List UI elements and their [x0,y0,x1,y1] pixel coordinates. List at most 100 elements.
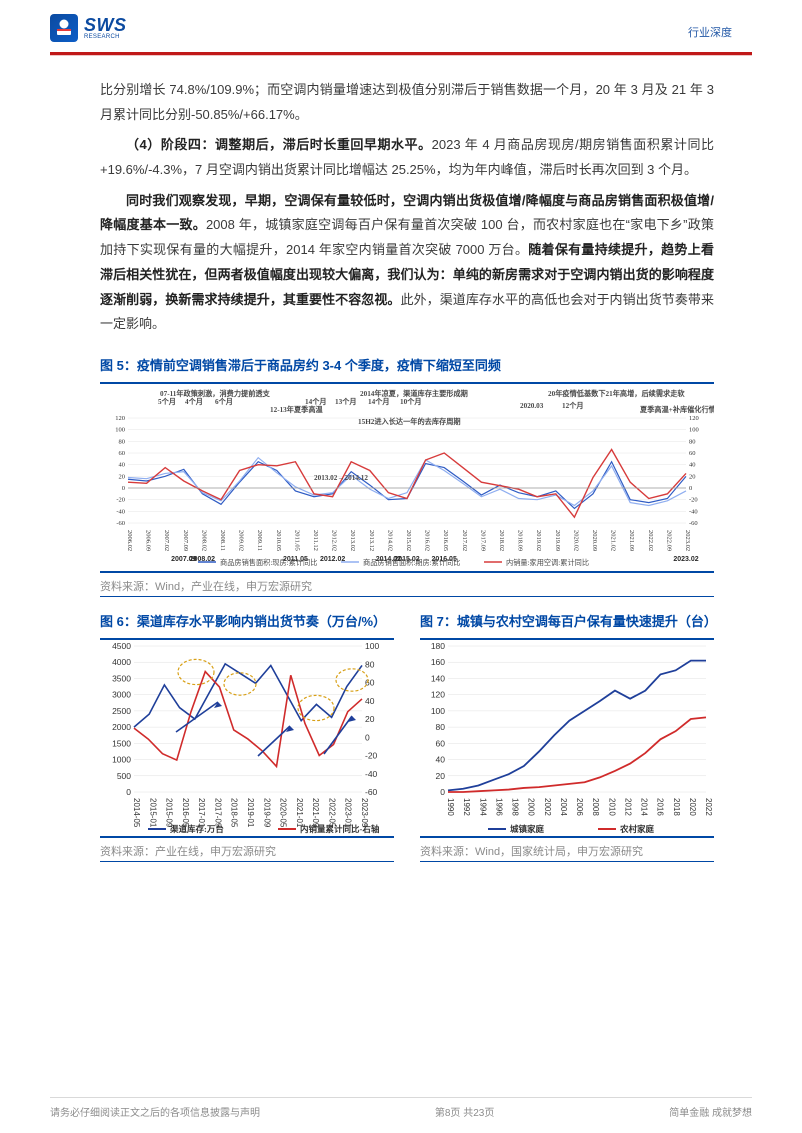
svg-text:城镇家庭: 城镇家庭 [510,824,545,834]
svg-text:2014: 2014 [640,798,649,816]
svg-text:2011.05: 2011.05 [293,530,300,551]
header-category: 行业深度 [688,24,732,40]
figure-row-6-7: 图 6：渠道库存水平影响内销出货节奏（万台/%） 050010001500200… [0,605,802,862]
svg-text:2013.12: 2013.12 [368,530,375,551]
logo-subtext: RESEARCH [84,34,127,40]
svg-text:2020.02: 2020.02 [572,530,579,551]
svg-text:100: 100 [365,641,379,651]
svg-text:100: 100 [689,427,699,434]
svg-text:2007.02: 2007.02 [163,530,170,551]
svg-text:20: 20 [436,771,446,781]
svg-text:2020-05: 2020-05 [279,798,288,828]
svg-text:2018.09: 2018.09 [517,530,524,551]
figure-7-source: 资料来源：Wind，国家统计局，申万宏源研究 [420,836,714,862]
svg-text:2008: 2008 [591,798,600,816]
svg-text:商品房销售面积:现房:累计同比: 商品房销售面积:现房:累计同比 [220,558,317,567]
svg-text:13个月: 13个月 [335,397,357,406]
footer-motto: 简单金融 成就梦想 [669,1104,752,1119]
svg-text:40: 40 [365,696,375,706]
svg-text:2019.02: 2019.02 [535,530,542,551]
svg-text:2014年凉夏，渠道库存主要形成期: 2014年凉夏，渠道库存主要形成期 [360,389,468,398]
svg-text:-40: -40 [116,508,125,515]
svg-text:100: 100 [431,706,445,716]
svg-text:-40: -40 [365,769,378,779]
svg-text:2016.02: 2016.02 [424,530,431,551]
figure-6: 图 6：渠道库存水平影响内销出货节奏（万台/%） 050010001500200… [100,605,394,862]
figure-7: 图 7：城镇与农村空调每百户保有量快速提升（台） 020406080100120… [420,605,714,862]
figure-5-source: 资料来源：Wind，产业在线，申万宏源研究 [100,571,714,597]
svg-text:渠道库存:万台: 渠道库存:万台 [170,824,224,834]
svg-text:12-13年夏季高温: 12-13年夏季高温 [270,405,324,414]
svg-text:4000: 4000 [112,657,131,667]
logo-mark-icon [50,14,78,42]
logo: SWS RESEARCH [50,14,752,42]
svg-text:80: 80 [689,438,696,445]
svg-text:2006.09: 2006.09 [145,530,152,551]
svg-text:3000: 3000 [112,690,131,700]
svg-text:40: 40 [119,462,126,469]
svg-text:1992: 1992 [462,798,471,816]
svg-text:12个月: 12个月 [562,401,584,410]
svg-text:2006.02: 2006.02 [126,530,133,551]
svg-text:2008.02: 2008.02 [200,530,207,551]
svg-text:2010.05: 2010.05 [275,530,282,551]
svg-text:-40: -40 [689,508,698,515]
svg-text:-20: -20 [689,497,698,504]
svg-text:2023.02: 2023.02 [673,556,698,563]
svg-text:2015-01: 2015-01 [148,798,157,828]
svg-text:0: 0 [365,732,370,742]
svg-text:2017.02: 2017.02 [461,530,468,551]
svg-text:2018-05: 2018-05 [230,798,239,828]
svg-text:1994: 1994 [478,798,487,816]
svg-text:2006: 2006 [575,798,584,816]
svg-text:2007.09: 2007.09 [182,530,189,551]
svg-text:2016: 2016 [656,798,665,816]
svg-text:1996: 1996 [494,798,503,816]
svg-text:农村家庭: 农村家庭 [619,824,655,834]
svg-text:2018.02: 2018.02 [498,530,505,551]
figure-6-chart: 050010001500200025003000350040004500-60-… [100,636,394,836]
svg-text:2014-05: 2014-05 [132,798,141,828]
svg-text:0: 0 [440,787,445,797]
svg-text:2011.12: 2011.12 [312,530,319,551]
svg-text:20: 20 [689,473,696,480]
svg-text:0: 0 [689,485,692,492]
svg-text:20: 20 [365,714,375,724]
svg-text:-60: -60 [365,787,378,797]
svg-text:2002: 2002 [543,798,552,816]
svg-text:-20: -20 [365,750,378,760]
svg-text:60: 60 [689,450,696,457]
svg-text:2022.02: 2022.02 [647,530,654,551]
svg-text:40: 40 [436,754,446,764]
header-divider [0,52,802,62]
svg-text:夏季高温+补库催化行情: 夏季高温+补库催化行情 [639,405,714,414]
body-content: 比分别增长 74.8%/109.9%；而空调内销量增速达到极值分别滞后于销售数据… [0,68,802,337]
svg-text:20年疫情低基数下21年高增，后续需求走软: 20年疫情低基数下21年高增，后续需求走软 [548,389,685,398]
svg-text:2020.09: 2020.09 [591,530,598,551]
svg-text:2022: 2022 [704,798,713,816]
svg-text:160: 160 [431,657,445,667]
svg-text:120: 120 [689,415,699,422]
svg-text:4个月: 4个月 [185,397,203,406]
page-header: SWS RESEARCH 行业深度 [0,0,802,68]
svg-text:60: 60 [119,450,126,457]
svg-text:500: 500 [117,771,131,781]
para-2-lead: （4）阶段四：调整期后，滞后时长重回早期水平。 [126,137,432,152]
svg-text:100: 100 [115,427,125,434]
figure-5-title: 图 5：疫情前空调销售滞后于商品房约 3-4 个季度，疫情下缩短至同频 [100,349,714,380]
svg-text:10个月: 10个月 [400,397,422,406]
svg-text:2018: 2018 [672,798,681,816]
svg-text:2019.09: 2019.09 [554,530,561,551]
svg-text:2021.02: 2021.02 [610,530,617,551]
figure-7-chart: 0204060801001201401601801990199219941996… [420,636,714,836]
svg-text:内销量累计同比-右轴: 内销量累计同比-右轴 [300,824,380,834]
svg-text:2009.11: 2009.11 [256,530,263,551]
svg-text:4500: 4500 [112,641,131,651]
para-3: 同时我们观察发现，早期，空调保有量较低时，空调内销出货极值增/降幅度与商品房销售… [100,189,714,337]
svg-text:15H2进入长达一年的去库存周期: 15H2进入长达一年的去库存周期 [358,417,461,426]
svg-text:2000: 2000 [527,798,536,816]
figure-5: 图 5：疫情前空调销售滞后于商品房约 3-4 个季度，疫情下缩短至同频 -60-… [0,349,802,597]
svg-text:2013.02: 2013.02 [349,530,356,551]
svg-text:2012: 2012 [623,798,632,816]
svg-text:2015.02: 2015.02 [405,530,412,551]
